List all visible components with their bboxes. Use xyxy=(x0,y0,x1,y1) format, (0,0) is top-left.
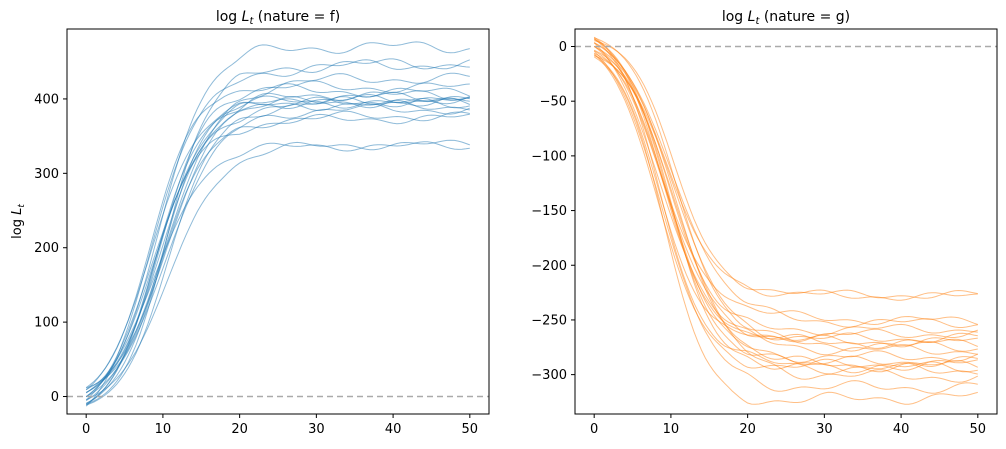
x-tick-label: 20 xyxy=(739,422,756,437)
series-line xyxy=(85,113,470,406)
series-line xyxy=(593,38,978,349)
x-tick-label: 0 xyxy=(82,422,90,437)
series-line xyxy=(593,42,978,328)
y-tick-label: −200 xyxy=(531,259,567,274)
series-line xyxy=(85,91,470,398)
series-line xyxy=(593,52,978,344)
x-tick-label: 10 xyxy=(663,422,680,437)
x-tick-label: 30 xyxy=(816,422,833,437)
x-tick-label: 50 xyxy=(970,422,987,437)
series-line xyxy=(85,110,470,404)
series-line xyxy=(593,36,978,375)
series-line xyxy=(85,90,470,390)
axes-frame xyxy=(66,28,490,415)
series-line xyxy=(85,103,470,398)
x-tick-label: 10 xyxy=(155,422,172,437)
series-group xyxy=(85,41,470,407)
y-tick-label: −300 xyxy=(531,368,567,383)
series-line xyxy=(593,46,978,348)
x-tick-label: 50 xyxy=(462,422,479,437)
x-tick-label: 0 xyxy=(590,422,598,437)
x-tick-label: 20 xyxy=(231,422,248,437)
series-line xyxy=(593,50,978,394)
y-tick-label: 300 xyxy=(34,167,59,182)
series-line xyxy=(593,38,978,374)
series-line xyxy=(85,41,470,397)
y-tick-label: 400 xyxy=(34,92,59,107)
series-line xyxy=(85,99,470,391)
y-tick-label: −50 xyxy=(540,95,567,110)
series-line xyxy=(593,45,979,373)
series-line xyxy=(86,95,470,406)
series-line xyxy=(85,96,470,401)
chart-title: log Lt (nature = f) xyxy=(216,9,340,27)
series-line xyxy=(85,83,470,389)
x-tick-label: 30 xyxy=(308,422,325,437)
series-line xyxy=(593,53,978,371)
series-line xyxy=(593,56,978,405)
y-axis-label: log Lt xyxy=(10,204,27,239)
y-tick-label: −100 xyxy=(531,149,567,164)
series-line xyxy=(593,38,978,326)
series-line xyxy=(85,141,470,394)
series-line xyxy=(594,55,978,370)
y-tick-label: −150 xyxy=(531,204,567,219)
series-line xyxy=(593,54,978,343)
series-group xyxy=(593,36,979,405)
series-line xyxy=(86,95,470,389)
y-tick-label: 0 xyxy=(559,40,567,55)
series-line xyxy=(85,96,470,393)
x-tick-label: 40 xyxy=(385,422,402,437)
axes-frame xyxy=(574,28,998,415)
y-tick-label: 200 xyxy=(34,241,59,256)
series-line xyxy=(593,42,979,383)
series-line xyxy=(594,40,978,301)
series-line xyxy=(85,72,470,402)
y-tick-label: 0 xyxy=(51,390,59,405)
y-tick-label: 100 xyxy=(34,316,59,331)
series-line xyxy=(86,58,470,405)
series-line xyxy=(594,37,978,352)
chart-title: log Lt (nature = g) xyxy=(722,9,850,27)
chart-panel-g: 0 10 20 30 40 50 0 −50 −100 −150 −200 −250 −300 log L… xyxy=(531,9,998,437)
series-line xyxy=(85,59,470,407)
y-tick-label: −250 xyxy=(531,313,567,328)
chart-panel-f: 0 10 20 30 40 50 0 100 200 300 400 log Lt (nature =… xyxy=(10,9,490,437)
series-line xyxy=(593,42,978,356)
x-tick-label: 40 xyxy=(893,422,910,437)
series-line xyxy=(85,93,470,405)
series-line xyxy=(86,139,470,400)
series-line xyxy=(85,80,470,393)
